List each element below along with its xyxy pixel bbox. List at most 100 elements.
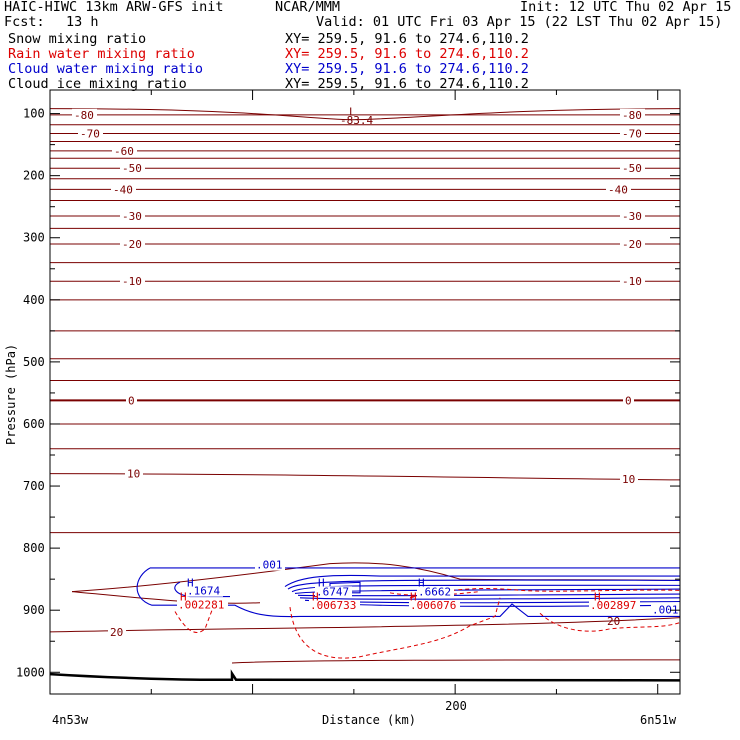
- cloud-water-label: .6747: [316, 585, 349, 598]
- isotherm-label-bg: [112, 144, 137, 157]
- isotherm-label-right: 20: [607, 615, 620, 628]
- isotherm-label-bg: [120, 162, 145, 175]
- isotherm-min-label: -83.4: [340, 114, 373, 127]
- isotherm-line: [71, 562, 680, 593]
- terrain-line: [50, 669, 680, 682]
- extremum-high-mark: H: [318, 577, 325, 590]
- isotherm-label-bg: [108, 625, 126, 638]
- isotherm-label-left: -60: [114, 145, 134, 158]
- isotherm-label-bg: [620, 162, 645, 175]
- isotherm-label-left: -30: [122, 210, 142, 223]
- y-tick-label: 900: [23, 603, 45, 617]
- isotherm-label-bg: [623, 394, 634, 407]
- cloud-water-label: .001: [652, 603, 679, 616]
- y-tick-label: 200: [23, 169, 45, 183]
- cloud-label-bg: [186, 585, 223, 597]
- cloud-water-contour: [291, 584, 680, 593]
- cloud-water-contour: [287, 579, 680, 590]
- cloud-label-bg: [651, 604, 680, 616]
- y-tick-label: 500: [23, 355, 45, 369]
- valid-time: Valid: 01 UTC Fri 03 Apr 15 (22 LST Thu …: [316, 14, 723, 30]
- cloud-water-label: .6662: [418, 585, 451, 598]
- isotherm-label-bg: [126, 394, 137, 407]
- rain-label-bg: [409, 599, 460, 611]
- field-xy-cloud-water: XY= 259.5, 91.6 to 274.6,110.2: [285, 61, 529, 77]
- isotherm-label-bg: [620, 210, 645, 223]
- x-endpoint-left: 4n53w: [52, 713, 89, 727]
- y-tick-label: 100: [23, 107, 45, 121]
- cloud-water-contour: [299, 597, 680, 600]
- rain-water-contour: [539, 612, 680, 632]
- y-tick-label: 600: [23, 417, 45, 431]
- x-endpoint-right: 6n51w: [640, 713, 677, 727]
- isotherm-label-left: -70: [80, 127, 100, 140]
- isotherm-label-right: -70: [622, 127, 642, 140]
- x-tick-label: 200: [445, 699, 467, 713]
- cloud-water-contour: [136, 567, 680, 618]
- model-title: HAIC-HIWC 13km ARW-GFS init: [4, 0, 224, 15]
- isotherm-label-left: -80: [74, 109, 94, 122]
- cloud-label-bg: [315, 586, 352, 598]
- rain-water-label: .006076: [410, 599, 456, 612]
- field-name-cloud-ice: Cloud ice mixing ratio: [8, 76, 187, 92]
- cloud-water-contour: [294, 588, 680, 594]
- y-tick-label: 300: [23, 231, 45, 245]
- isotherm-label-bg: [620, 108, 645, 121]
- extremum-low-mark: L: [349, 105, 356, 118]
- y-tick-label: 1000: [16, 665, 45, 679]
- isotherm-label-bg: [606, 183, 631, 196]
- forecast-label: Fcst:: [4, 14, 45, 30]
- isotherm-label-right: -50: [622, 162, 642, 175]
- extremum-high-mark: H: [312, 590, 319, 603]
- y-axis-label: Pressure (hPa): [4, 344, 18, 445]
- isotherm-label-right: 10: [622, 473, 635, 486]
- isotherm-label-right: -80: [622, 109, 642, 122]
- isotherm-label-right: -30: [622, 210, 642, 223]
- cloud-water-label: .1674: [187, 585, 220, 598]
- field-xy-snow: XY= 259.5, 91.6 to 274.6,110.2: [285, 31, 529, 47]
- plot-frame: [49, 89, 681, 695]
- field-xy-cloud-ice: XY= 259.5, 91.6 to 274.6,110.2: [285, 76, 529, 92]
- extremum-high-mark: H: [187, 577, 194, 590]
- isotherm-label-bg: [111, 183, 136, 196]
- rain-water-label: .002281: [178, 598, 224, 611]
- isotherm-line: [50, 473, 680, 481]
- field-name-rain: Rain water mixing ratio: [8, 46, 195, 62]
- isotherm-label-left: -50: [122, 162, 142, 175]
- isotherm-label-bg: [72, 108, 97, 121]
- isotherm-label-bg: [120, 237, 145, 250]
- isotherm-label-bg: [620, 237, 645, 250]
- extremum-high-mark: H: [180, 590, 187, 603]
- forecast-hour: 13 h: [66, 14, 99, 30]
- cloud-label-bg: [255, 559, 285, 571]
- y-tick-label: 700: [23, 479, 45, 493]
- rain-water-label: .006733: [310, 599, 356, 612]
- isotherm-label-left: 0: [128, 394, 135, 407]
- field-xy-rain: XY= 259.5, 91.6 to 274.6,110.2: [285, 46, 529, 62]
- rain-water-label: .002897: [590, 599, 636, 612]
- x-axis-label: Distance (km): [322, 713, 416, 727]
- isotherm-label-right: -10: [622, 275, 642, 288]
- cloud-label-bg: [417, 586, 454, 598]
- y-tick-label: 400: [23, 293, 45, 307]
- isotherm-label-left: 20: [110, 626, 123, 639]
- cloud-water-contour: [297, 593, 680, 597]
- isotherm-label-left: -40: [113, 183, 133, 196]
- rain-water-contour: [289, 597, 501, 659]
- field-name-cloud-water: Cloud water mixing ratio: [8, 61, 204, 77]
- isotherm-label-left: 10: [127, 468, 140, 481]
- isotherm-label-right: -40: [608, 183, 628, 196]
- extremum-high-mark: H: [418, 577, 425, 590]
- isotherm-line: [231, 659, 680, 664]
- isotherm-label-bg: [78, 127, 103, 140]
- isotherm-label-right: -20: [622, 238, 642, 251]
- isotherm-label-bg: [620, 473, 638, 486]
- cloud-water-label: .001: [256, 559, 283, 572]
- isotherm-label-right: 0: [625, 394, 632, 407]
- isotherm-label-bg: [620, 127, 645, 140]
- plot-area: [50, 108, 680, 682]
- rain-label-bg: [589, 599, 640, 611]
- cloud-water-contour: [284, 574, 680, 588]
- rain-label-bg: [309, 599, 360, 611]
- isotherm-label-left: -10: [122, 275, 142, 288]
